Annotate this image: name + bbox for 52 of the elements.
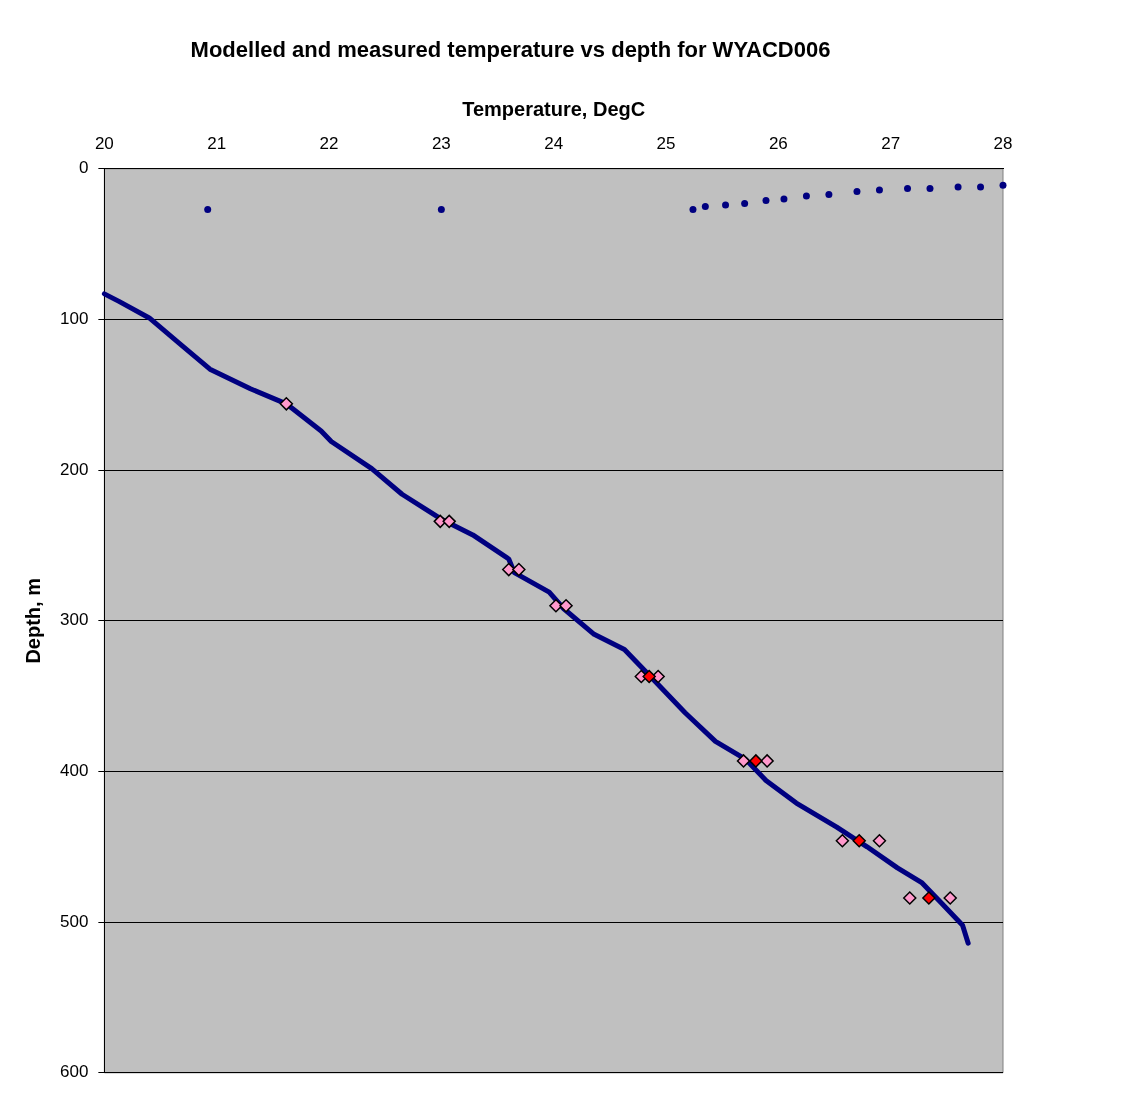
point [802,192,810,200]
point [903,891,917,905]
x-tick-label: 26 [768,134,788,154]
point [943,891,957,905]
y-tick-label: 300 [59,610,89,630]
x-tick-label: 21 [207,134,227,154]
point [853,187,861,195]
point [780,195,788,203]
y-tick-label: 600 [59,1062,89,1082]
y-tick-label: 400 [59,761,89,781]
point [559,598,573,613]
point [442,514,456,529]
point [549,598,563,613]
x-tick-label: 20 [94,134,114,154]
y-tick-label: 0 [78,158,89,178]
point [825,190,833,198]
point [512,562,526,577]
point [736,754,751,768]
point [904,184,912,192]
x-tick-label: 23 [431,134,451,154]
y-axis-title: Depth, m [21,578,44,664]
chart-title: Modelled and measured temperature vs depth for WYACD006 [190,37,831,63]
x-tick-label: 25 [656,134,676,154]
point [977,183,985,191]
point [741,199,749,207]
x-tick-label: 24 [544,134,564,154]
x-tick-label: 28 [993,134,1013,154]
x-axis-title: Temperature, DegC [462,97,646,120]
point [749,754,763,768]
point [852,834,866,848]
point [689,205,697,213]
point [502,562,516,577]
x-tick-label: 27 [881,134,901,154]
x-tick-label: 22 [319,134,339,154]
point [872,834,887,848]
point [760,754,774,768]
point [437,205,445,213]
point [922,891,936,905]
y-tick-label: 100 [59,309,89,329]
point [835,834,850,848]
point [926,184,934,192]
point [999,181,1007,189]
y-tick-label: 500 [59,911,89,931]
point [762,196,770,204]
y-tick-label: 200 [59,459,89,479]
point [701,202,709,210]
point [954,183,962,191]
point [875,186,883,194]
point [722,201,730,209]
point [642,669,656,684]
point [279,397,294,411]
point [204,205,212,213]
